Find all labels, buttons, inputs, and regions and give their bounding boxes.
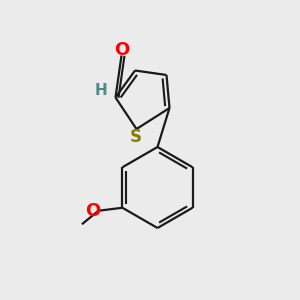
Text: S: S bbox=[130, 128, 142, 146]
Text: O: O bbox=[114, 41, 129, 59]
Text: H: H bbox=[95, 83, 107, 98]
Text: O: O bbox=[85, 202, 101, 220]
